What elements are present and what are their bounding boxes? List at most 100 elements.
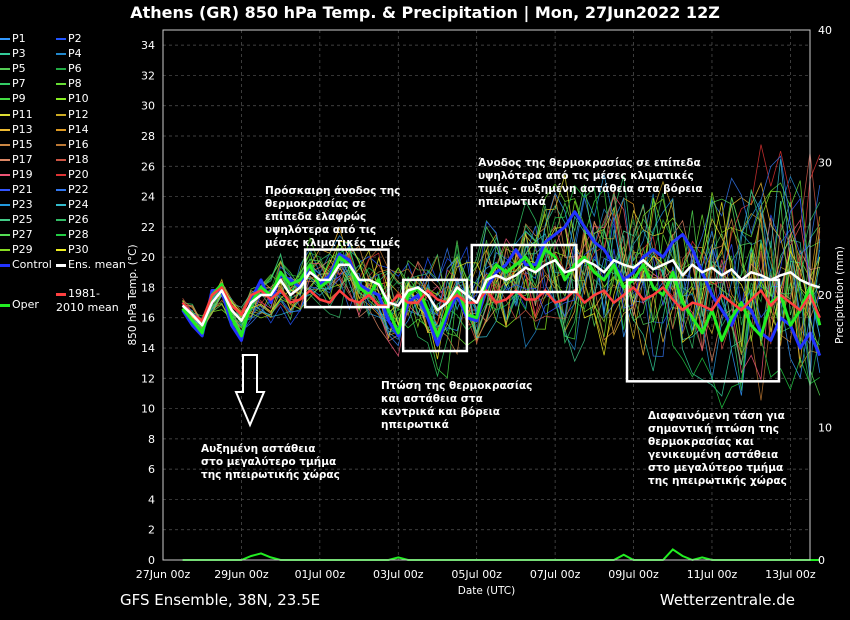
legend-swatch — [56, 204, 66, 207]
legend-item-p4: P4 — [56, 47, 82, 61]
legend-item-oper: Oper — [0, 298, 39, 312]
y2-tick-label: 0 — [818, 554, 825, 567]
x-tick-label: 09Jul 00z — [608, 568, 659, 581]
legend-swatch — [56, 249, 66, 252]
legend-item-p5: P5 — [0, 62, 26, 76]
box-drop — [401, 278, 469, 353]
y2-tick-label: 10 — [818, 422, 832, 435]
legend-label: P1 — [12, 32, 26, 45]
precipitation-series — [182, 548, 820, 562]
legend-label: P4 — [68, 47, 82, 61]
legend-swatch — [0, 38, 10, 40]
legend-item-p17: P17 — [0, 153, 33, 167]
legend-item-p28: P28 — [56, 228, 89, 242]
y-tick-label: 28 — [141, 130, 155, 143]
y-tick-label: 24 — [141, 191, 155, 204]
legend-item-p3: P3 — [0, 47, 26, 61]
legend-label: P30 — [68, 243, 89, 257]
legend-swatch — [0, 173, 10, 176]
legend-swatch — [56, 263, 66, 267]
legend-item-p26: P26 — [56, 213, 89, 227]
legend-swatch — [56, 219, 66, 222]
legend-item-p19: P19 — [0, 168, 33, 182]
legend-swatch — [0, 98, 10, 101]
legend-swatch — [56, 68, 66, 71]
ens-mean-line — [181, 258, 821, 327]
legend-swatch — [56, 38, 66, 40]
annotation-trend: Διαφαινόμενη τάση για σημαντική πτώση τη… — [648, 410, 787, 487]
legend-item-p29: P29 — [0, 243, 33, 257]
legend-swatch — [56, 173, 66, 176]
member-line-p21 — [182, 197, 821, 337]
y2-tick-label: 30 — [818, 157, 832, 170]
x-tick-label: 05Jul 00z — [451, 568, 502, 581]
legend-swatch — [56, 113, 66, 116]
legend-swatch — [0, 158, 10, 161]
legend-item-climate-mean: 1981-2010 mean — [56, 287, 126, 315]
arrow-shape — [234, 354, 266, 428]
y-tick-label: 30 — [141, 100, 155, 113]
x-tick-label: 13Jul 00z — [765, 568, 816, 581]
legend-item-p23: P23 — [0, 198, 33, 212]
legend-swatch — [0, 128, 10, 131]
x-tick-label: 01Jul 00z — [295, 568, 346, 581]
legend-label: P11 — [12, 107, 33, 121]
legend-label: P12 — [68, 107, 89, 121]
legend-item-p22: P22 — [56, 183, 89, 197]
legend-item-p11: P11 — [0, 108, 33, 122]
y2-tick-label: 40 — [818, 24, 832, 37]
x-axis-label: Date (UTC) — [458, 585, 515, 597]
main-series — [181, 210, 822, 357]
x-tick-label: 11Jul 00z — [687, 568, 738, 581]
precip-line — [182, 548, 820, 562]
box-rise-above — [470, 243, 578, 294]
model-info: GFS Ensemble, 38N, 23.5E — [120, 591, 321, 609]
legend-item-p12: P12 — [56, 108, 89, 122]
legend-item-p25: P25 — [0, 213, 33, 227]
legend-label: P5 — [12, 62, 26, 76]
legend-item-p24: P24 — [56, 198, 89, 212]
legend-item-p16: P16 — [56, 138, 89, 152]
legend-label: P22 — [68, 183, 89, 196]
legend-item-p30: P30 — [56, 243, 89, 257]
plot-border — [162, 29, 811, 561]
down-arrow-icon — [234, 354, 266, 428]
y-tick-label: 8 — [148, 433, 155, 446]
legend-label: P6 — [68, 62, 82, 76]
y2-axis-label: Precipitation (mm) — [834, 246, 846, 344]
legend-label: P23 — [12, 198, 33, 212]
legend-label: P28 — [68, 228, 89, 242]
legend-item-p14: P14 — [56, 123, 89, 137]
legend-item-p21: P21 — [0, 183, 33, 197]
chart-title: Athens (GR) 850 hPa Temp. & Precipitatio… — [130, 3, 720, 22]
legend-label: P14 — [68, 122, 89, 136]
legend-label: P29 — [12, 243, 33, 257]
legend-item-p7: P7 — [0, 77, 26, 91]
legend-label: P9 — [12, 92, 26, 106]
legend-swatch — [56, 53, 66, 56]
y-tick-label: 12 — [141, 372, 155, 385]
x-tick-label: 03Jul 00z — [373, 568, 424, 581]
climate-mean-line — [181, 286, 821, 322]
annotation-boxes — [303, 243, 781, 383]
legend-label: P10 — [68, 92, 89, 106]
legend-label: P27 — [12, 228, 33, 242]
legend-label: P3 — [12, 47, 26, 61]
y-tick-label: 4 — [148, 493, 155, 506]
legend-label: P17 — [12, 152, 33, 166]
legend-swatch — [56, 98, 66, 101]
legend-label: P16 — [68, 137, 89, 151]
legend-label: Ens. mean — [68, 258, 126, 271]
legend-swatch — [0, 204, 10, 207]
oper-line — [181, 248, 822, 342]
legend-swatch — [56, 83, 66, 86]
legend-label: 1981-2010 mean — [56, 287, 119, 314]
legend-label: P25 — [12, 213, 33, 227]
y-tick-label: 10 — [141, 403, 155, 416]
y-tick-label: 18 — [141, 281, 155, 294]
legend-swatch — [56, 128, 66, 131]
legend-swatch — [0, 219, 10, 222]
y-tick-label: 2 — [148, 524, 155, 537]
